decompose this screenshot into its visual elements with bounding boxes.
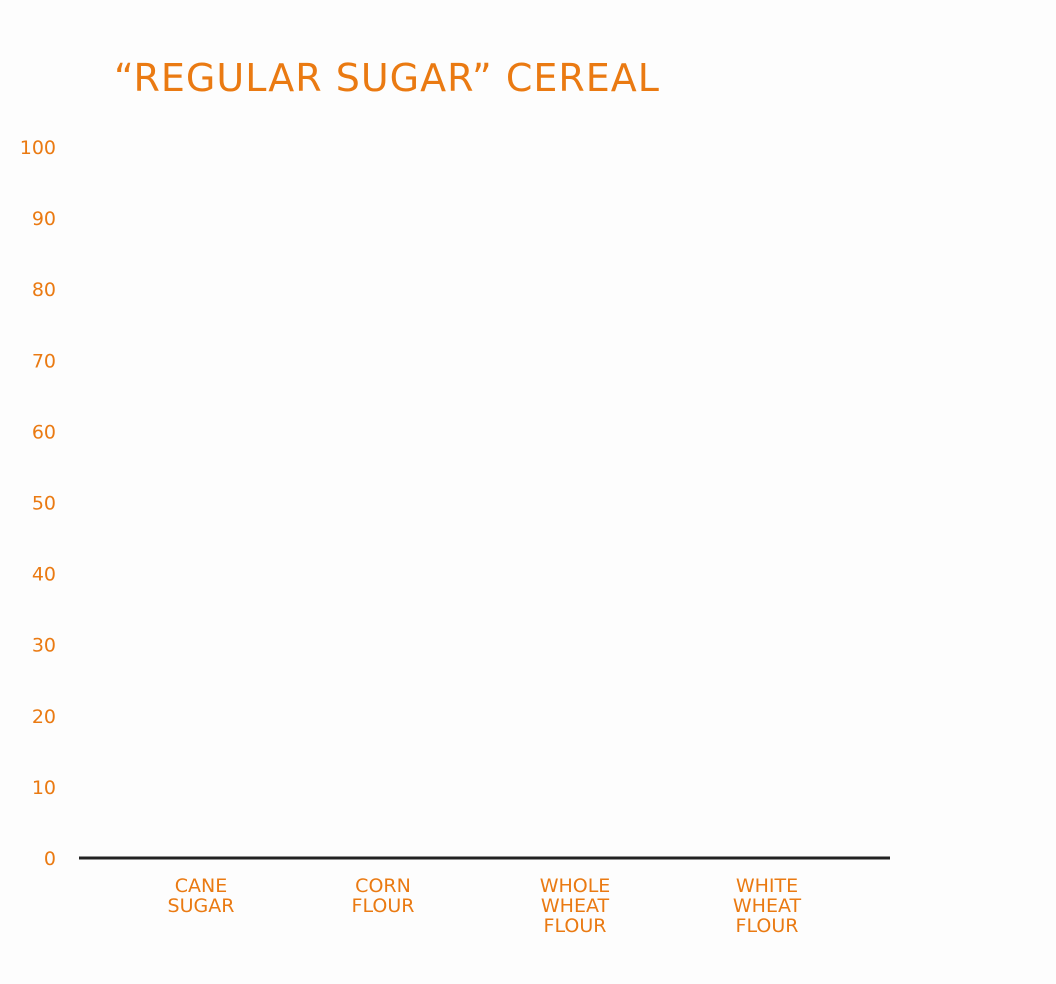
x-category-label-line: FLOUR [736, 915, 799, 937]
x-category-label: WHITE WHEAT FLOUR [733, 875, 802, 937]
y-tick-label: 100 [20, 137, 56, 159]
y-tick-label: 30 [32, 635, 56, 657]
y-axis-ticks: 0 10 20 30 40 50 60 70 80 90 100 [20, 137, 56, 870]
x-category-label-line: FLOUR [352, 895, 415, 917]
y-tick-label: 0 [44, 848, 56, 870]
x-category-label-line: WHEAT [733, 895, 802, 917]
y-tick-label: 10 [32, 777, 56, 799]
y-tick-label: 40 [32, 564, 56, 586]
x-category-label: CANE SUGAR [168, 875, 235, 917]
x-category-label: CORN FLOUR [352, 875, 415, 917]
x-category-label-line: FLOUR [544, 915, 607, 937]
x-category-label-line: WHOLE [540, 875, 611, 897]
x-category-label-line: CORN [355, 875, 411, 897]
y-tick-label: 90 [32, 208, 56, 230]
x-category-label-line: WHEAT [541, 895, 610, 917]
x-category-label-line: WHITE [736, 875, 798, 897]
y-tick-label: 70 [32, 350, 56, 372]
chart-title: “REGULAR SUGAR” CEREAL [114, 56, 660, 100]
y-tick-label: 80 [32, 279, 56, 301]
y-tick-label: 50 [32, 493, 56, 515]
y-tick-label: 60 [32, 421, 56, 443]
x-category-label: WHOLE WHEAT FLOUR [540, 875, 611, 937]
x-category-label-line: SUGAR [168, 895, 235, 917]
y-tick-label: 20 [32, 706, 56, 728]
x-category-label-line: CANE [175, 875, 227, 897]
